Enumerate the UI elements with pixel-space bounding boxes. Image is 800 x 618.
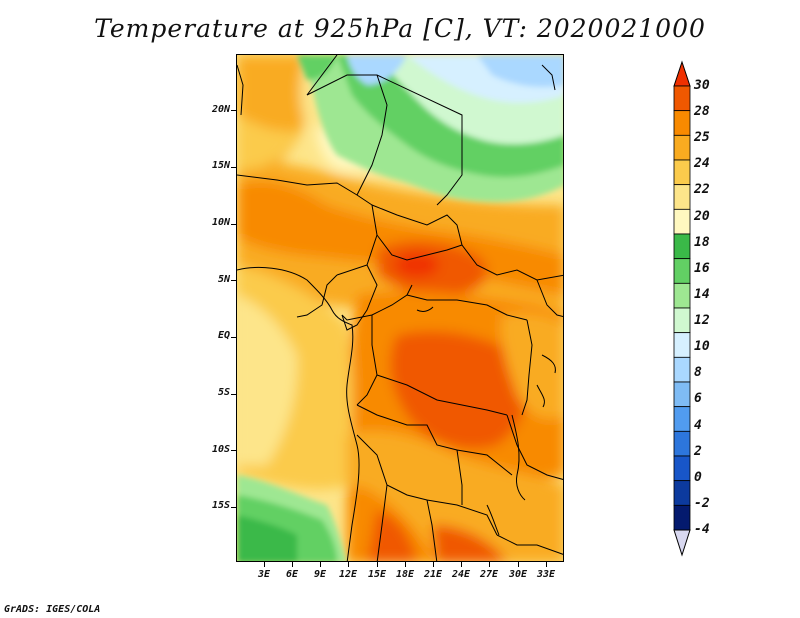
lon-tick	[461, 562, 462, 567]
colorbar-label: 14	[694, 286, 710, 302]
colorbar-label: 2	[694, 443, 702, 459]
lat-label-5n: 5N	[217, 274, 230, 285]
lon-tick	[489, 562, 490, 567]
colorbar-swatch	[673, 504, 691, 531]
colorbar-label: 28	[694, 104, 710, 120]
lon-label-6e: 6E	[285, 569, 299, 580]
temperature-map	[236, 54, 564, 562]
lat-label-20n: 20N	[211, 104, 230, 115]
colorbar-swatch	[673, 381, 691, 408]
colorbar-label: -2	[694, 495, 710, 511]
colorbar-label: 10	[694, 339, 710, 355]
colorbar-swatch	[673, 430, 691, 457]
lon-tick	[546, 562, 547, 567]
country-borders	[237, 55, 563, 561]
colorbar-label: 16	[694, 260, 710, 276]
lon-label-33e: 33E	[536, 569, 556, 580]
lat-label-eq: EQ	[217, 330, 230, 341]
colorbar-label: 18	[694, 234, 710, 250]
colorbar-swatch	[673, 282, 691, 309]
lat-label-10n: 10N	[211, 217, 230, 228]
lon-tick	[377, 562, 378, 567]
lon-tick	[433, 562, 434, 567]
lat-tick	[231, 394, 236, 395]
lat-tick	[231, 507, 236, 508]
colorbar-label: -4	[694, 522, 710, 537]
colorbar-label: 12	[694, 313, 710, 329]
colorbar-swatch	[673, 258, 691, 284]
colorbar-swatch	[673, 85, 691, 112]
colorbar-swatch	[673, 455, 691, 482]
colorbar-label: 24	[694, 156, 710, 172]
lon-tick	[518, 562, 519, 567]
lon-label-30e: 30E	[508, 569, 528, 580]
temperature-shading	[237, 55, 563, 561]
lat-tick	[231, 224, 236, 225]
colorbar-label: 20	[694, 208, 710, 224]
grads-credit: GrADS: IGES/COLA	[4, 604, 101, 615]
colorbar-swatch	[673, 480, 691, 506]
colorbar-swatch	[673, 159, 691, 186]
temperature-field	[237, 55, 563, 561]
lon-tick	[348, 562, 349, 567]
lon-label-18e: 18E	[395, 569, 415, 580]
colorbar-swatch	[673, 208, 691, 235]
lon-label-24e: 24E	[451, 569, 471, 580]
colorbar-label: 8	[694, 365, 702, 381]
lon-label-3e: 3E	[257, 569, 271, 580]
lat-label-15s: 15S	[211, 500, 230, 511]
lat-tick	[231, 280, 236, 281]
colorbar-segments	[673, 85, 691, 531]
cool-region	[237, 55, 563, 561]
colorbar-label: 30	[694, 78, 710, 93]
lon-tick	[320, 562, 321, 567]
colorbar-swatch	[673, 406, 691, 432]
lon-label-15e: 15E	[367, 569, 387, 580]
lat-label-15n: 15N	[211, 160, 230, 171]
lat-tick	[231, 450, 236, 451]
lat-tick	[231, 110, 236, 111]
colorbar-swatch	[673, 356, 691, 383]
lon-label-9e: 9E	[313, 569, 327, 580]
lon-tick	[264, 562, 265, 567]
colorbar-graphic	[673, 60, 691, 557]
lon-label-21e: 21E	[423, 569, 443, 580]
colorbar-swatch	[673, 184, 691, 210]
colorbar-label: 0	[694, 469, 702, 485]
colorbar-swatch	[673, 233, 691, 260]
lat-label-5s: 5S	[217, 387, 230, 398]
lat-label-10s: 10S	[211, 444, 230, 455]
lon-label-12e: 12E	[338, 569, 358, 580]
colorbar-label: 4	[694, 417, 702, 433]
lon-label-27e: 27E	[479, 569, 499, 580]
colorbar-swatch	[673, 307, 691, 334]
lat-tick	[231, 167, 236, 168]
colorbar-label: 6	[694, 391, 702, 407]
colorbar-swatch	[673, 332, 691, 358]
colorbar-swatch	[673, 110, 691, 136]
lat-tick	[231, 337, 236, 338]
map-title: Temperature at 925hPa [C], VT: 202002100…	[94, 14, 706, 43]
colorbar-bottom-arrow	[673, 529, 691, 557]
colorbar-top-arrow	[673, 60, 691, 87]
lon-tick	[405, 562, 406, 567]
lon-tick	[292, 562, 293, 567]
colorbar-label: 25	[694, 130, 710, 146]
colorbar-label: 22	[694, 182, 710, 198]
colorbar-swatch	[673, 134, 691, 161]
